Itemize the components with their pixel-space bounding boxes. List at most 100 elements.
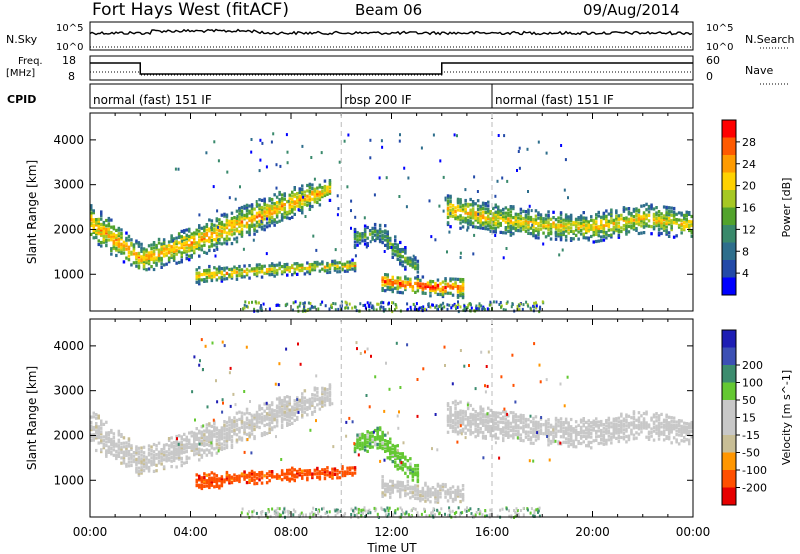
heatmap-cell [627, 423, 631, 427]
heatmap-cell [341, 266, 344, 270]
heatmap-cell [353, 446, 357, 450]
heatmap-cell [233, 216, 236, 220]
heatmap-cell [358, 241, 362, 245]
heatmap-cell [620, 229, 623, 234]
heatmap-cell [456, 414, 460, 418]
heatmap-cell [102, 220, 106, 225]
heatmap-cell [421, 492, 425, 496]
heatmap-cell [258, 198, 261, 202]
heatmap-cell [373, 239, 377, 243]
heatmap-cell [406, 256, 410, 260]
heatmap-cell [162, 465, 166, 469]
heatmap-cell [537, 435, 540, 439]
heatmap-cell [172, 451, 176, 455]
heatmap-cell [514, 212, 518, 216]
heatmap-cell [95, 425, 98, 429]
heatmap-cell [270, 212, 274, 216]
heatmap-cell [474, 218, 477, 222]
nave-trace [90, 71, 693, 76]
heatmap-cell [534, 431, 538, 435]
heatmap-cell [361, 233, 364, 237]
heatmap-cell [579, 418, 583, 422]
heatmap-cell [562, 231, 565, 235]
heatmap-cell [363, 224, 367, 228]
heatmap-cell [384, 489, 387, 493]
heatmap-cell [137, 266, 141, 270]
heatmap-cell [250, 471, 254, 475]
heatmap-cell [291, 412, 294, 416]
heatmap-cell [597, 228, 600, 232]
heatmap-cell [558, 253, 561, 257]
heatmap-cell [657, 416, 661, 420]
heatmap-cell [321, 404, 324, 408]
heatmap-cell [577, 226, 580, 230]
heatmap-cell [655, 428, 658, 432]
heatmap-cell [193, 444, 196, 448]
heatmap-cell [503, 134, 506, 138]
heatmap-cell [203, 449, 206, 453]
heatmap-cell [456, 489, 460, 493]
heatmap-cell [449, 196, 452, 200]
heatmap-cell [464, 202, 467, 206]
heatmap-cell [275, 263, 279, 267]
heatmap-cell [537, 232, 540, 236]
heatmap-cell [162, 243, 166, 247]
heatmap-cell [620, 419, 623, 423]
heatmap-cell [328, 473, 332, 477]
heatmap-cell [660, 222, 663, 227]
heatmap-cell [248, 211, 251, 215]
heatmap-cell [637, 215, 641, 219]
heatmap-cell [225, 220, 229, 224]
heatmap-cell [97, 430, 100, 434]
heatmap-cell [552, 434, 555, 438]
heatmap-cell [291, 265, 294, 270]
heatmap-cell [672, 214, 676, 218]
heatmap-cell [203, 443, 206, 447]
heatmap-cell [218, 438, 221, 442]
heatmap-cell [238, 219, 241, 223]
heatmap-cell [688, 227, 691, 231]
heatmap-cell [195, 437, 198, 441]
heatmap-cell [685, 425, 688, 429]
heatmap-cell [100, 212, 103, 216]
heatmap-cell [512, 223, 515, 227]
heatmap-cell [177, 452, 181, 456]
heatmap-cell [476, 417, 480, 421]
heatmap-cell [394, 453, 397, 457]
heatmap-cell [645, 426, 648, 430]
heatmap-cell [683, 226, 686, 230]
heatmap-cell [228, 474, 231, 478]
heatmap-cell [456, 421, 460, 425]
heatmap-cell [625, 429, 628, 433]
heatmap-cell [474, 410, 477, 414]
heatmap-cell [328, 198, 332, 202]
heatmap-cell [288, 412, 291, 416]
heatmap-cell [230, 274, 234, 278]
heatmap-cell [323, 403, 327, 407]
heatmap-cell [434, 283, 437, 287]
heatmap-cell [559, 218, 563, 222]
heatmap-cell [318, 398, 322, 402]
heatmap-cell [97, 434, 100, 438]
heatmap-cell [416, 276, 420, 280]
heatmap-cell [429, 287, 432, 291]
heatmap-cell [489, 220, 492, 224]
heatmap-cell [429, 493, 432, 497]
heatmap-cell [230, 429, 234, 433]
heatmap-cell [677, 422, 681, 426]
heatmap-cell [326, 270, 329, 275]
heatmap-cell [238, 268, 241, 272]
heatmap-cell [175, 236, 178, 240]
heatmap-cell [532, 228, 535, 232]
heatmap-cell [384, 238, 387, 242]
heatmap-cell [416, 488, 420, 492]
heatmap-cell [471, 225, 475, 229]
heatmap-cell [112, 448, 116, 452]
heatmap-cell [585, 227, 588, 231]
heatmap-cell [348, 466, 352, 470]
heatmap-cell [522, 222, 525, 226]
heatmap-cell [484, 227, 487, 231]
heatmap-cell [448, 230, 451, 234]
heatmap-cell [622, 209, 626, 213]
heatmap-cell [531, 223, 534, 227]
